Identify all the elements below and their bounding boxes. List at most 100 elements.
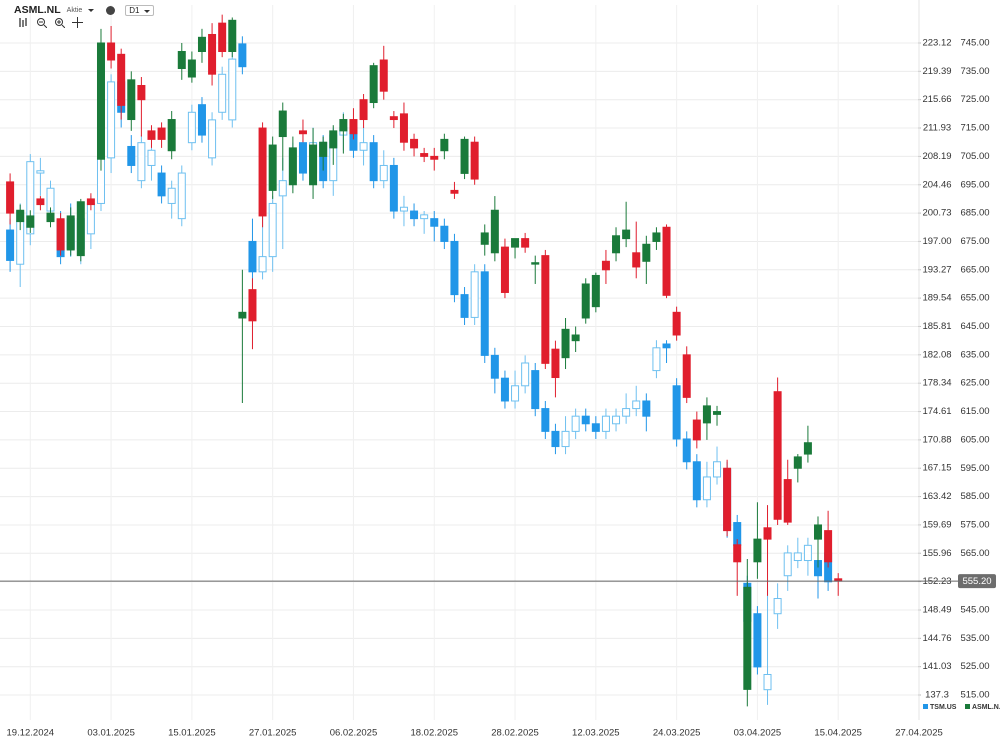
interval[interactable]: D1 [125,4,155,16]
candle-body [763,673,772,691]
y2-tick-label: 204.46 [922,179,951,190]
y2-tick-label: 148.49 [922,605,951,616]
candle-body [228,19,237,52]
y-tick-label: 695.00 [960,179,989,190]
candle-body [319,141,328,157]
candle-body [723,467,732,532]
candle-body [309,144,318,186]
candle-body [16,209,25,223]
y-tick-label: 575.00 [960,519,989,530]
candle-body [713,461,722,478]
candle-body [601,260,610,271]
candle-body [450,189,459,194]
candle-body [177,50,186,70]
candle-body [258,256,267,273]
info-icon[interactable] [106,5,116,15]
candle-body [480,271,489,356]
candle-body [773,391,782,520]
candle-body [238,43,247,68]
candle-body [369,142,378,182]
candle-body [470,271,479,318]
last-price-label: 555.20 [962,576,991,587]
candle-body [511,385,520,402]
zoom-in-icon[interactable] [54,17,65,28]
y2-tick-label: 193.27 [922,264,951,275]
zoom-out-icon[interactable] [36,17,47,28]
chart-type-icon[interactable] [18,17,29,28]
candle-body [26,215,35,228]
x-tick-label: 18.02.2025 [410,728,458,739]
candle-body [228,58,237,121]
x-tick-label: 12.03.2025 [572,728,620,739]
last-price-box [958,574,996,589]
legend-swatch [923,704,928,709]
pan-icon[interactable] [72,17,83,28]
candle-body [803,442,812,455]
candle-body [430,155,439,160]
y-tick-label: 565.00 [960,548,989,559]
y2-tick-label: 215.66 [922,94,951,105]
candle-body [591,274,600,308]
legend-swatch [965,704,970,709]
candle-body [692,419,701,441]
candle-body [632,252,641,268]
candle-body [490,209,499,254]
y2-tick-label: 163.42 [922,491,951,502]
candle-body [369,65,378,104]
y2-tick-label: 211.93 [923,123,951,134]
candle-body [187,111,196,144]
candle-body [208,119,217,159]
x-tick-label: 06.02.2025 [330,728,378,739]
y-tick-label: 675.00 [960,236,989,247]
candle-body [137,85,146,101]
candle-body [460,138,469,174]
candle-body [591,423,600,432]
candle-body [218,73,227,113]
y2-tick-label: 174.61 [922,406,951,417]
candle-body [248,240,257,273]
candle-body [157,127,166,140]
y-tick-label: 605.00 [960,434,989,445]
y2-tick-label: 155.96 [922,548,951,559]
candle-body [480,232,489,245]
candle-body [622,229,631,240]
candle-body [672,385,681,440]
x-tick-label: 15.04.2025 [814,728,862,739]
candle-body [632,400,641,410]
symbol[interactable]: ASML.NL [14,4,61,16]
candle-body [258,127,267,217]
candle-body [541,408,550,432]
y2-tick-label: 208.19 [922,151,951,162]
candle-body [238,311,247,319]
symbol-dropdown[interactable] [88,8,95,15]
candle-body [622,408,631,417]
candle-body [652,232,661,242]
candle-body [96,42,105,160]
candle-body [581,283,590,319]
candle-body [127,145,136,166]
candle-body [702,405,711,424]
candle-body [208,33,217,75]
candle-body [379,59,388,92]
candle-body [612,235,621,254]
candle-body [6,181,15,214]
candle-body [187,59,196,78]
candle-body [581,415,590,425]
candle-body [571,415,580,432]
candle-body [642,243,651,262]
y2-tick-label: 167.15 [922,463,951,474]
y-tick-label: 655.00 [960,293,989,304]
candle-body [470,141,479,180]
toolbar [18,17,83,28]
candle-body [127,79,136,121]
y2-tick-label: 219.39 [922,66,951,77]
y2-tick-label: 152.23 [922,576,951,587]
candle-body [379,164,388,182]
y2-tick-label: 137.3 [925,690,949,701]
candle-body [531,262,540,265]
candle-body [339,119,348,132]
y-tick-label: 615.00 [960,406,989,417]
y-tick-label: 665.00 [960,264,989,275]
candle-body [440,225,449,242]
